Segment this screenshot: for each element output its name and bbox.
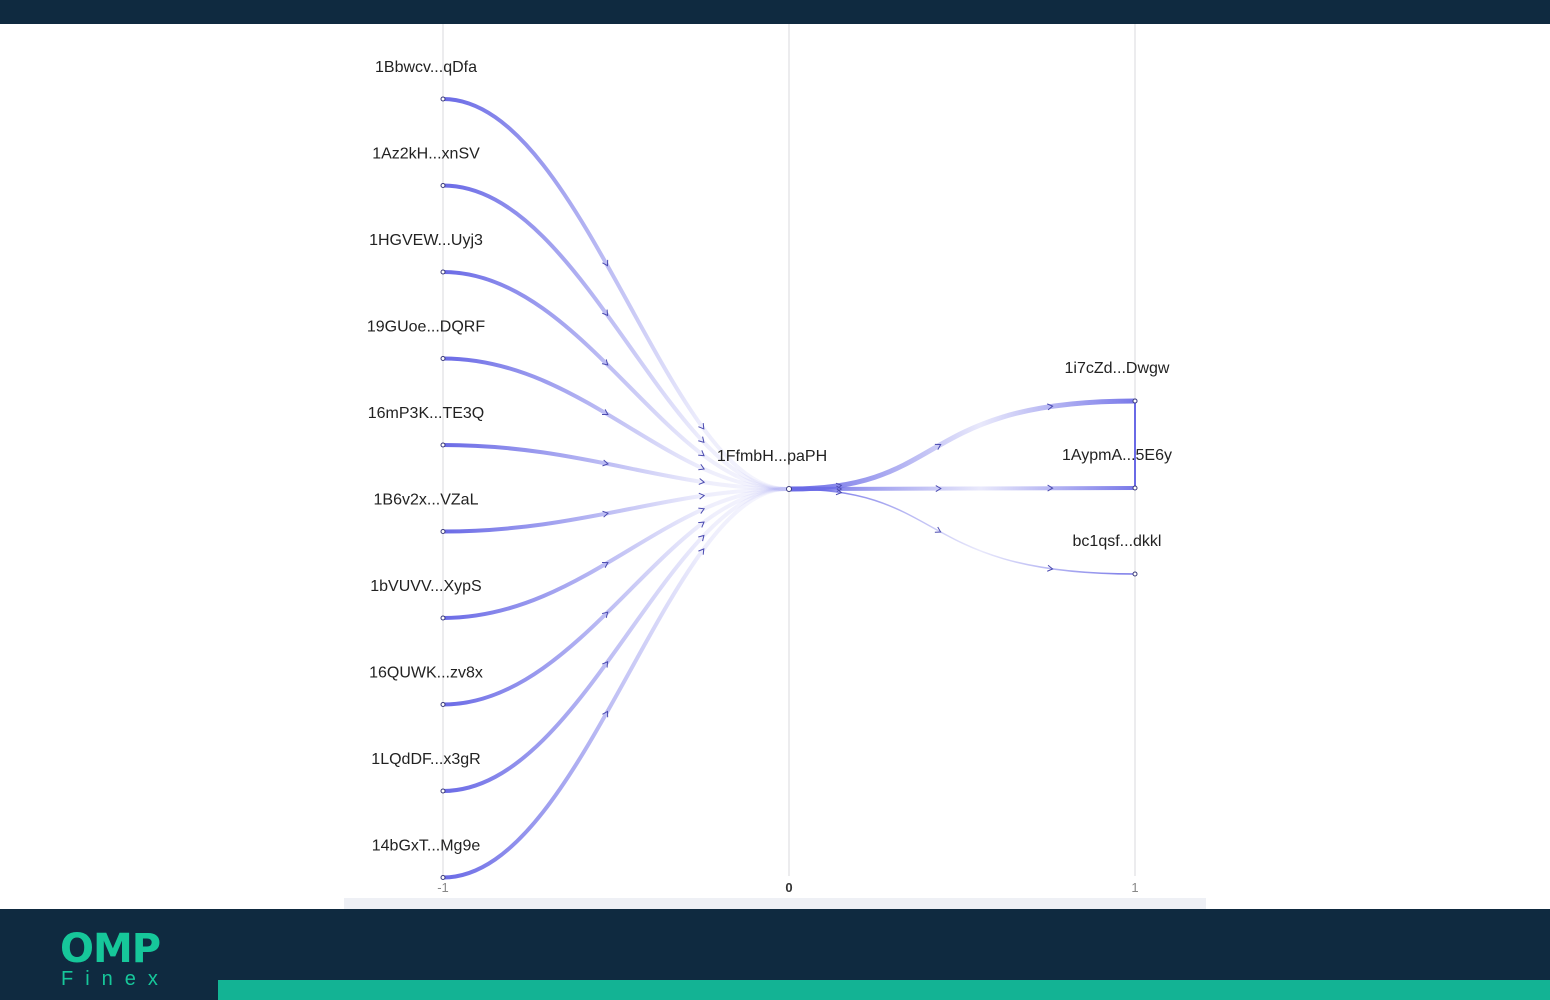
axis-tick-label: 1 [1131,880,1138,895]
flow-arrow [602,459,609,467]
flow-arrow [698,463,705,471]
input-node-dot [440,788,446,794]
flow-arrow [934,526,942,533]
input-node-dot [440,269,446,275]
input-node-dot [440,702,446,707]
output-flow-3 [790,488,1136,575]
input-node-label: 14bGxT...Mg9e [372,838,481,855]
footer-accent-stripe [218,980,1550,1000]
input-node-dot [440,356,446,361]
center-node-dot [786,486,792,492]
input-flow-3 [441,270,789,491]
output-node-dot [1132,571,1138,577]
flow-arrow [601,611,609,618]
flow-chart-canvas: -1 0 1 1Bbwcv...qDfa 1Az2kH...xnSV 1HGVEW...U… [0,24,1550,909]
input-node-dot [440,529,446,534]
input-flow-1 [441,97,789,491]
flow-arrow [601,359,609,366]
input-node-label: 1Az2kH...xnSV [372,146,480,163]
flow-arrow [602,309,609,317]
flow-arrow [698,450,705,457]
output-node-label: 1i7cZd...Dwgw [1065,360,1170,377]
transaction-flow-diagram: -1 0 1 1Bbwcv...qDfa 1Az2kH...xnSV 1HGVEW...U… [367,24,1172,895]
input-flow-6 [441,487,789,534]
center-node-label: 1FfmbH...paPH [717,448,827,465]
input-flow-4 [441,356,789,491]
input-node-label: 16QUWK...zv8x [369,665,483,682]
input-node-dot [440,442,446,448]
flow-arrow [698,507,706,514]
output-node-dot [1132,398,1138,404]
input-flow-7 [441,487,789,620]
flow-arrow [698,521,705,528]
logo-mark: OMP [60,926,161,972]
input-flow-10 [441,487,789,880]
chart-bottom-panel [344,898,1206,909]
flow-arrow [602,562,609,568]
input-node-label: 1LQdDF...x3gR [371,751,480,768]
input-node-label: 1B6v2x...VZaL [374,492,479,509]
logo-subtext: Finex [61,968,170,990]
flow-arrow [698,478,706,485]
input-node-dot [440,875,446,880]
output-node-label: bc1qsf...dkkl [1073,533,1162,550]
output-flow-2 [789,486,1137,491]
output-node-label: 1AypmA...5E6y [1062,447,1172,464]
flow-arrow [698,423,705,430]
flow-arrow [698,534,705,542]
input-flow-5 [441,443,789,491]
input-node-label: 16mP3K...TE3Q [368,405,485,422]
input-node-label: 1Bbwcv...qDfa [375,59,477,76]
input-flow-9 [441,487,789,793]
output-node-dot [1132,485,1138,491]
input-node-label: 19GUoe...DQRF [367,319,485,336]
input-node-label: 1HGVEW...Uyj3 [369,232,483,249]
omp-finex-logo: OMP Finex [60,929,180,991]
flow-arrow [602,510,609,518]
flow-arrow [935,485,942,492]
input-node-dot [440,615,446,621]
flow-arrow [602,409,609,416]
flow-arrow [698,436,705,444]
flow-arrow [1047,403,1054,411]
output-flow-1 [788,398,1138,492]
footer: OMP Finex [0,909,1550,1000]
axis-tick-label: 0 [785,880,792,895]
input-node-dot [440,183,446,188]
top-bar [0,0,1550,24]
flow-arrow [934,443,942,450]
flow-arrow [602,710,609,718]
input-node-dot [440,96,446,102]
flow-arrow [698,492,706,500]
flow-arrow [602,259,609,267]
input-flow-8 [441,487,789,707]
flow-arrow [836,485,843,493]
flow-arrow [835,488,843,496]
input-node-label: 1bVUVV...XypS [370,578,481,595]
flow-arrow [698,548,705,555]
flow-arrow [602,661,609,668]
flow-arrow [1047,484,1054,492]
axis-tick-label: -1 [437,880,449,895]
input-flow-2 [441,183,789,491]
flow-arrow [1047,564,1054,572]
